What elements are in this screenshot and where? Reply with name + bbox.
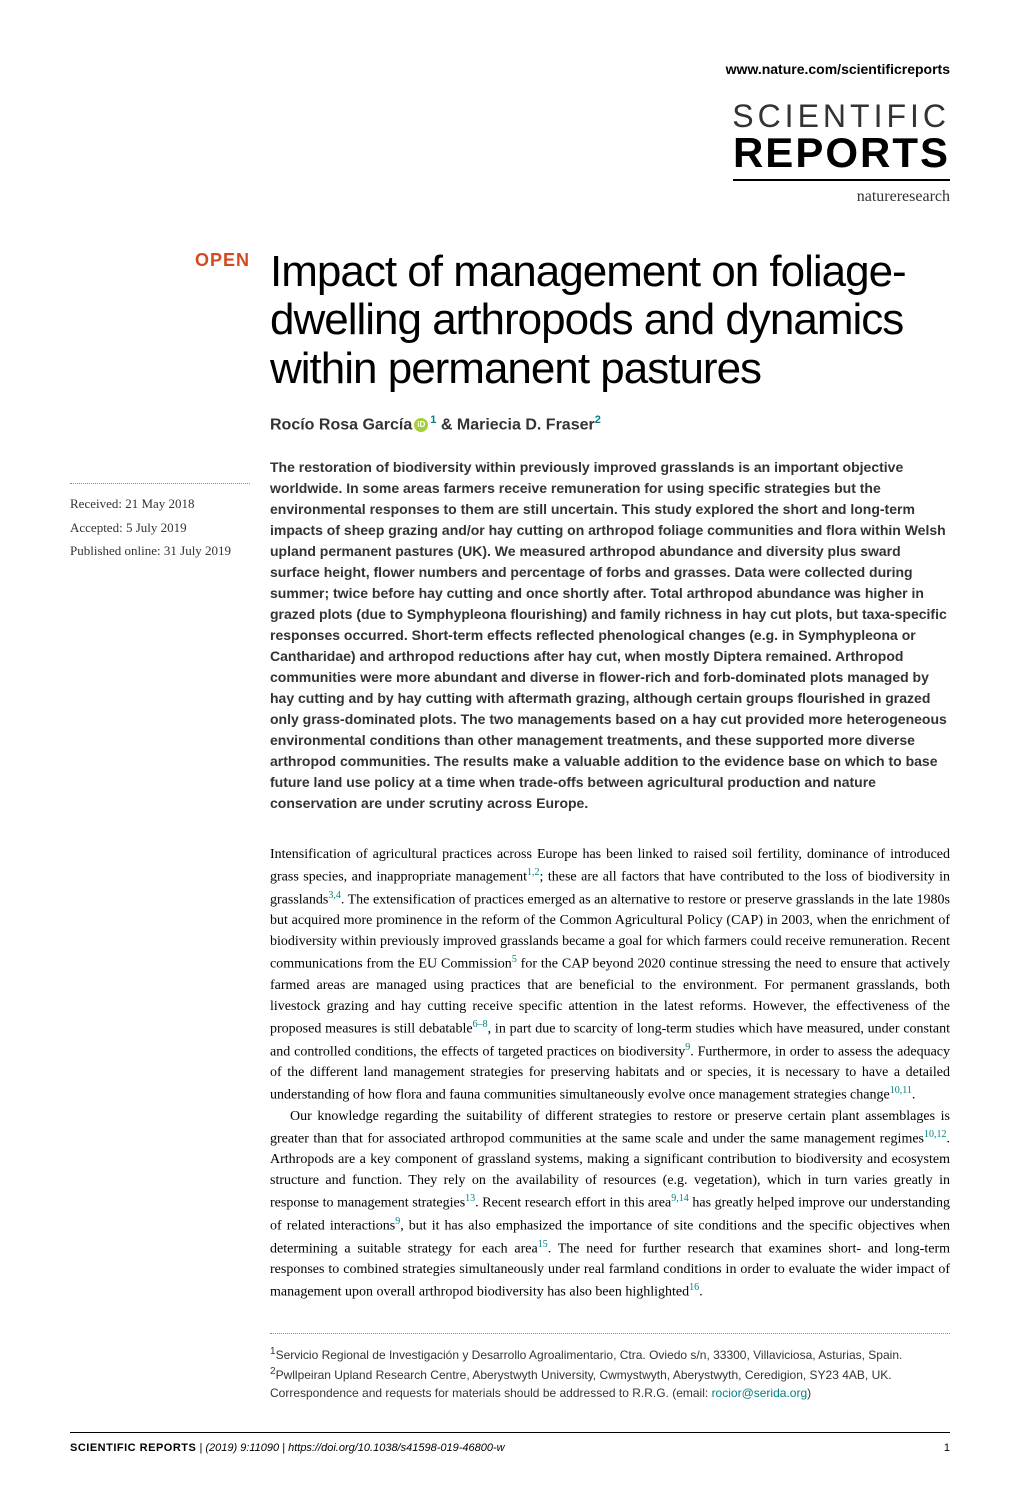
open-access-badge: OPEN xyxy=(70,248,250,273)
orcid-icon[interactable] xyxy=(414,418,428,432)
logo-line1: SCIENTIFIC xyxy=(70,100,950,132)
aff-text-c: ) xyxy=(807,1386,811,1400)
ref-link[interactable]: 10,11 xyxy=(890,1085,912,1096)
logo-sub: natureresearch xyxy=(70,186,950,208)
ref-link[interactable]: 13 xyxy=(465,1193,475,1204)
published-date: Published online: 31 July 2019 xyxy=(70,539,250,562)
footer-citation: | (2019) 9:11090 | https://doi.org/10.10… xyxy=(199,1442,504,1454)
corresponding-email[interactable]: rocior@serida.org xyxy=(712,1386,808,1400)
author-2: Mariecia D. Fraser xyxy=(457,416,595,433)
abstract: The restoration of biodiversity within p… xyxy=(270,457,950,814)
header-url: www.nature.com/scientificreports xyxy=(70,60,950,80)
ref-link[interactable]: 10,12 xyxy=(924,1129,947,1140)
footer-journal: SCIENTIFIC REPORTS xyxy=(70,1442,196,1454)
ref-link[interactable]: 9,14 xyxy=(671,1193,689,1204)
ref-link[interactable]: 3,4 xyxy=(328,890,341,901)
author-1: Rocío Rosa García xyxy=(270,416,412,433)
accepted-date: Accepted: 5 July 2019 xyxy=(70,516,250,539)
affiliations: 1Servicio Regional de Investigación y De… xyxy=(270,1333,950,1402)
page-footer: SCIENTIFIC REPORTS | (2019) 9:11090 | ht… xyxy=(70,1432,950,1456)
body-text: Intensification of agricultural practice… xyxy=(270,844,950,1303)
logo-line2: REPORTS xyxy=(733,132,950,181)
ref-link[interactable]: 16 xyxy=(689,1282,699,1293)
p2-g: . xyxy=(699,1285,703,1300)
received-date: Received: 21 May 2018 xyxy=(70,492,250,515)
author-2-aff: 2 xyxy=(595,414,601,426)
author-amp: & xyxy=(436,416,456,433)
aff-text-a: Servicio Regional de Investigación y Des… xyxy=(276,1348,903,1362)
ref-link[interactable]: 1,2 xyxy=(527,867,540,878)
ref-link[interactable]: 6–8 xyxy=(473,1019,488,1030)
ref-link[interactable]: 15 xyxy=(538,1239,548,1250)
p2-c: . Recent research effort in this area xyxy=(475,1196,671,1211)
journal-logo: SCIENTIFIC REPORTS natureresearch xyxy=(70,100,950,208)
p1-g: . xyxy=(912,1088,916,1103)
article-title: Impact of management on foliage-dwelling… xyxy=(270,248,950,393)
article-dates: Received: 21 May 2018 Accepted: 5 July 2… xyxy=(70,483,250,562)
p2-a: Our knowledge regarding the suitability … xyxy=(270,1109,950,1147)
page-number: 1 xyxy=(944,1441,950,1456)
author-list: Rocío Rosa García1 & Mariecia D. Fraser2 xyxy=(270,413,950,437)
